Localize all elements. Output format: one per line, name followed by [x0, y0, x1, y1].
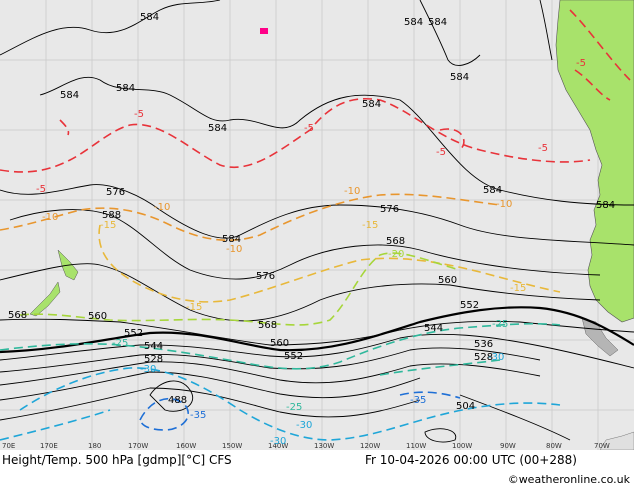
lon-tick: 70E — [2, 442, 15, 450]
height-label: 584 — [483, 185, 502, 196]
height-label: 576 — [380, 204, 399, 215]
temp-label: -20 — [388, 249, 404, 260]
temp-label: -5 — [304, 123, 314, 134]
height-label: 544 — [424, 323, 443, 334]
temp-label: -10 — [344, 186, 360, 197]
height-label: 560 — [270, 338, 289, 349]
temp-label: -35 — [190, 410, 206, 421]
temp-label: -10 — [496, 199, 512, 210]
height-label: 584 — [116, 83, 135, 94]
height-label: 576 — [106, 187, 125, 198]
height-label: 584 — [450, 72, 469, 83]
height-label: 584 — [428, 17, 447, 28]
lon-tick: 80W — [546, 442, 562, 450]
temp-label: -5 — [436, 147, 446, 158]
temp-label: -25 — [112, 338, 128, 349]
height-label: 560 — [88, 311, 107, 322]
lon-tick: 70W — [594, 442, 610, 450]
height-label: 568 — [8, 310, 27, 321]
height-label: 584 — [596, 200, 615, 211]
height-label: 584 — [404, 17, 423, 28]
height-label: 488 — [168, 395, 187, 406]
map-title: Height/Temp. 500 hPa [gdmp][°C] CFS — [2, 453, 232, 467]
height-label: 544 — [144, 341, 163, 352]
lon-tick: 100W — [452, 442, 472, 450]
temp-label: -25 — [286, 402, 302, 413]
height-label: 560 — [438, 275, 457, 286]
height-label: 552 — [460, 300, 479, 311]
magenta-highlight-cell — [260, 28, 268, 34]
temp-label: -10 — [154, 202, 170, 213]
temp-label: -30 — [270, 436, 286, 447]
temp-label: -15 — [510, 283, 526, 294]
temp-label: -5 — [576, 58, 586, 69]
temp-label: -15 — [186, 302, 202, 313]
height-label: 584 — [362, 99, 381, 110]
lon-tick: 120W — [360, 442, 380, 450]
temp-label: -15 — [100, 220, 116, 231]
temp-label: -35 — [410, 395, 426, 406]
temp-label: -25 — [492, 319, 508, 330]
height-label: 584 — [208, 123, 227, 134]
height-label: 504 — [456, 401, 475, 412]
height-label: 568 — [386, 236, 405, 247]
lon-tick: 130W — [314, 442, 334, 450]
temp-label: -5 — [36, 184, 46, 195]
temp-label: -30 — [488, 352, 504, 363]
height-label: 536 — [474, 339, 493, 350]
lon-tick: 110W — [406, 442, 426, 450]
height-label: 568 — [258, 320, 277, 331]
temp-label: -10 — [42, 212, 58, 223]
temp-label: -30 — [296, 420, 312, 431]
temp-label: -15 — [362, 220, 378, 231]
lon-tick: 170E — [40, 442, 58, 450]
temp-label: -5 — [134, 109, 144, 120]
credit-link[interactable]: ©weatheronline.co.uk — [508, 473, 630, 486]
valid-time: Fr 10-04-2026 00:00 UTC (00+288) — [365, 453, 577, 467]
lon-tick: 150W — [222, 442, 242, 450]
lon-tick: 170W — [128, 442, 148, 450]
temp-label: -5 — [538, 143, 548, 154]
height-label: 552 — [284, 351, 303, 362]
temp-label: -10 — [226, 244, 242, 255]
lon-tick: 180 — [88, 442, 101, 450]
temp-label: -30 — [140, 364, 156, 375]
height-label: 584 — [140, 12, 159, 23]
height-label: 576 — [256, 271, 275, 282]
height-label: 584 — [60, 90, 79, 101]
lon-tick: 90W — [500, 442, 516, 450]
lon-tick: 160W — [176, 442, 196, 450]
map-canvas: 70E 170E 180 170W 160W 150W 140W 130W 12… — [0, 0, 634, 450]
